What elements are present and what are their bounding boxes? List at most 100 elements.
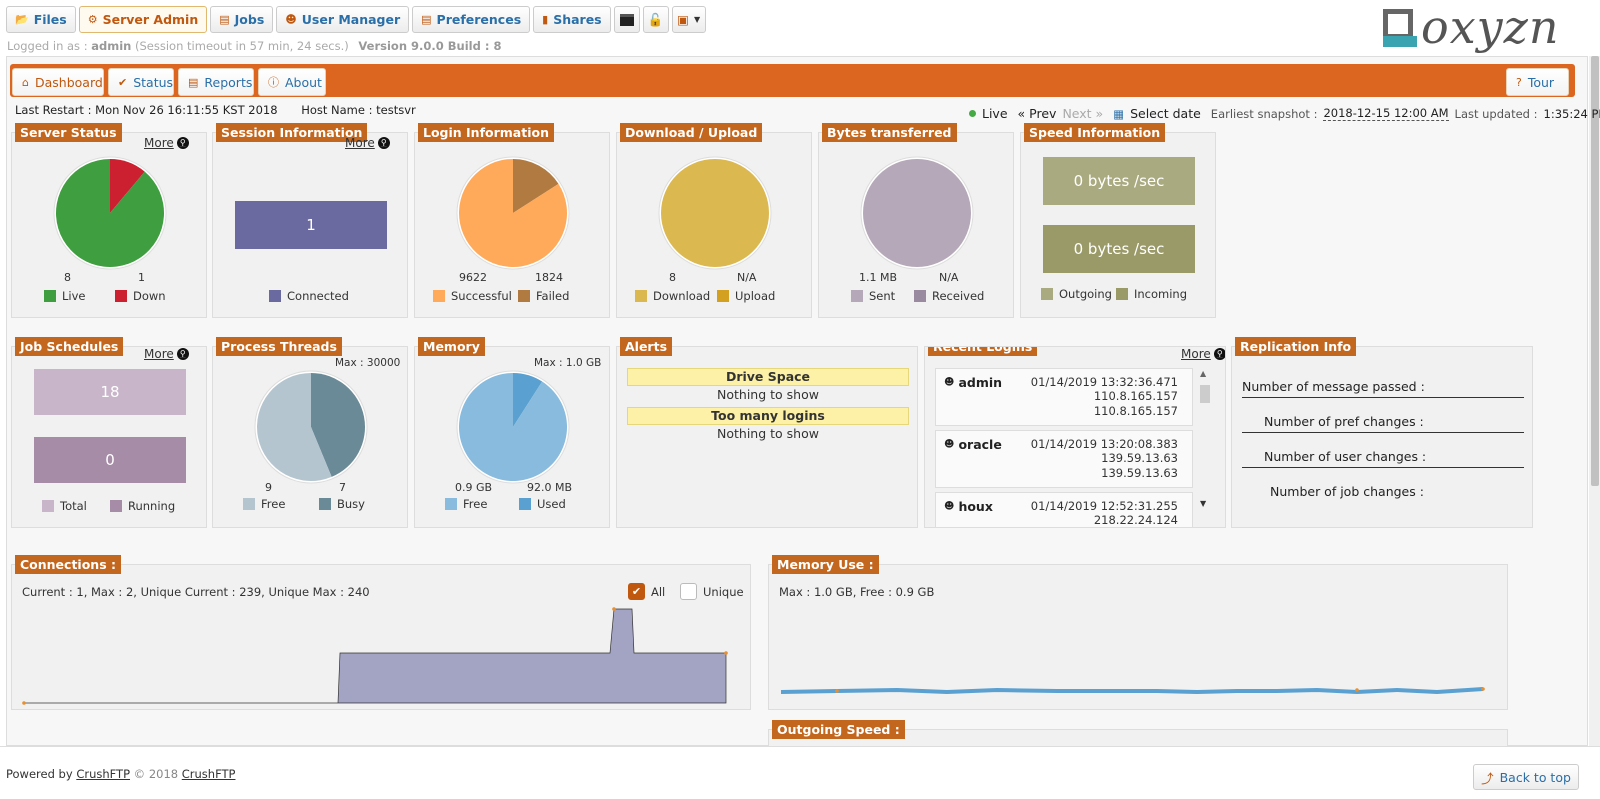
recent-login-item[interactable]: ☻ admin 01/14/2019 13:32:36.471 110.8.165… xyxy=(935,368,1193,426)
panel-title: Server Status xyxy=(15,123,122,142)
recent-login-item[interactable]: ☻ oracle 01/14/2019 13:20:08.383 139.59.1… xyxy=(935,430,1193,488)
unique-checkbox[interactable]: Unique xyxy=(680,583,744,600)
image-menu-button[interactable]: ▣ ▼ xyxy=(671,6,706,33)
tab-reports[interactable]: ▤ Reports xyxy=(178,68,254,96)
legend-swatch xyxy=(269,290,281,302)
legend-swatch xyxy=(1116,288,1128,300)
checkbox-empty-icon[interactable] xyxy=(680,583,697,600)
legend-swatch xyxy=(243,498,255,510)
login-time: 01/14/2019 13:20:08.383 xyxy=(1030,437,1178,451)
legend-swatch xyxy=(319,498,331,510)
top-nav: 📂 Files ⚙ Server Admin ▤ Jobs ☻ User Manager… xyxy=(6,6,706,34)
connections-point xyxy=(22,701,26,705)
arrow-up-icon: ⤴ xyxy=(1481,770,1494,786)
connections-point xyxy=(724,651,728,655)
login-time: 01/14/2019 13:32:36.471 xyxy=(1030,375,1178,389)
memory-pie xyxy=(456,370,570,484)
search-icon: ⚲ xyxy=(176,348,189,360)
panel-title: Alerts xyxy=(620,337,673,356)
session-timeout: (Session timeout in 57 min, 24 secs.) xyxy=(135,39,349,53)
user-manager-button[interactable]: ☻ User Manager xyxy=(276,6,410,33)
more-link[interactable]: More ⚲ xyxy=(144,347,189,361)
preferences-icon: ▤ xyxy=(421,13,432,26)
crushftp-link[interactable]: CrushFTP xyxy=(181,767,236,781)
bytes-transferred-pie xyxy=(860,156,974,270)
recent-logins-scrollbar[interactable]: ▲ ▼ xyxy=(1199,369,1211,519)
jobs-button[interactable]: ▤ Jobs xyxy=(210,6,274,33)
logged-in-label: Logged in as : xyxy=(7,39,88,53)
panel-title: Connections : xyxy=(15,555,121,574)
download-upload-panel: Download / Upload 8 N/A Download Upload xyxy=(616,123,812,318)
download-count: 8 xyxy=(669,271,676,284)
more-link[interactable]: More ⚲ xyxy=(144,136,189,150)
gear-icon: ⚙ xyxy=(87,13,98,26)
tab-status[interactable]: ✔ Status xyxy=(108,68,174,96)
process-threads-panel: Process Threads Max : 30000 9 7 Free Bus… xyxy=(212,337,408,528)
scrollbar-thumb[interactable] xyxy=(1200,385,1210,403)
outgoing-speed-box: 0 bytes /sec xyxy=(1043,157,1195,205)
legend-failed: Failed xyxy=(518,289,569,303)
scroll-up-icon[interactable]: ▲ xyxy=(1200,369,1207,378)
divider xyxy=(1242,467,1524,468)
crushftp-link[interactable]: CrushFTP xyxy=(76,767,131,781)
more-link[interactable]: More ⚲ xyxy=(1181,347,1225,361)
memory-use-line xyxy=(780,687,1484,695)
server-admin-button[interactable]: ⚙ Server Admin xyxy=(78,6,208,33)
pie-slice-used xyxy=(513,373,543,427)
legend-outgoing: Outgoing xyxy=(1041,287,1112,301)
server-info: Last Restart : Mon Nov 26 16:11:55 KST 2… xyxy=(15,103,416,117)
received-value: N/A xyxy=(939,271,959,284)
snapshot-controls: Live « Prev Next » ▦ Select date Earlies… xyxy=(969,106,1600,121)
clipboard-icon: ▤ xyxy=(188,75,199,89)
info-icon: ⓘ xyxy=(268,76,279,89)
select-date-button[interactable]: Select date xyxy=(1130,106,1201,121)
replication-pref-label: Number of pref changes : xyxy=(1264,414,1424,429)
panel-title: Job Schedules xyxy=(15,337,124,356)
lock-button[interactable]: 🔓 xyxy=(642,6,669,33)
scroll-down-icon[interactable]: ▼ xyxy=(1200,499,1207,508)
down-count: 1 xyxy=(138,271,145,284)
version-label: Version 9.0.0 Build : 8 xyxy=(358,39,502,53)
divider xyxy=(1242,397,1524,398)
prev-button[interactable]: « Prev xyxy=(1017,106,1057,121)
preferences-button[interactable]: ▤ Preferences xyxy=(412,6,531,33)
check-icon: ✔ xyxy=(118,75,128,89)
tab-dashboard[interactable]: ⌂ Dashboard xyxy=(12,68,104,96)
panel-title: Process Threads xyxy=(216,337,342,356)
back-to-top-button[interactable]: ⤴ Back to top xyxy=(1473,764,1579,790)
tab-about[interactable]: ⓘ About xyxy=(258,68,326,96)
logo-mark xyxy=(1383,9,1417,47)
panel-title: Session Information xyxy=(216,123,368,142)
session-info-line: Logged in as : admin (Session timeout in… xyxy=(7,39,501,53)
legend-down: Down xyxy=(115,289,166,303)
live-button[interactable]: Live xyxy=(982,106,1008,121)
shares-button[interactable]: ▮ Shares xyxy=(533,6,611,33)
more-link[interactable]: More ⚲ xyxy=(345,136,390,150)
logged-in-user: admin xyxy=(91,39,132,53)
jobs-running-box: 0 xyxy=(34,437,186,483)
live-count: 8 xyxy=(64,271,71,284)
all-checkbox[interactable]: ✔ All xyxy=(628,583,665,600)
memory-use-point xyxy=(1481,687,1485,691)
server-status-pie xyxy=(53,156,167,270)
earliest-snapshot-value[interactable]: 2018-12-15 12:00 AM xyxy=(1323,106,1449,121)
pie-slice-down xyxy=(110,159,145,213)
tour-button[interactable]: ? Tour xyxy=(1506,68,1569,96)
terminal-button[interactable] xyxy=(613,6,640,33)
page-scrollbar-thumb[interactable] xyxy=(1591,56,1599,486)
files-button[interactable]: 📂 Files xyxy=(6,6,76,33)
pie-slice-failed xyxy=(513,159,559,213)
user-icon: ☻ xyxy=(944,439,955,450)
next-button[interactable]: Next » xyxy=(1062,106,1104,121)
checkbox-checked-icon[interactable]: ✔ xyxy=(628,583,645,600)
legend-connected: Connected xyxy=(269,289,349,303)
legend-swatch xyxy=(518,290,530,302)
footer: Powered by CrushFTP © 2018 CrushFTP ⤴ Bac… xyxy=(0,746,1600,799)
too-many-logins-alert-header: Too many logins xyxy=(627,407,909,425)
live-dot-icon xyxy=(969,110,976,117)
legend-swatch xyxy=(433,290,445,302)
recent-login-item[interactable]: ☻ houx 01/14/2019 12:52:31.255 218.22.24.… xyxy=(935,492,1193,527)
legend-busy: Busy xyxy=(319,497,365,511)
server-status-panel: Server Status More ⚲ 8 1 Live Down xyxy=(11,123,207,318)
search-icon: ⚲ xyxy=(176,137,189,149)
